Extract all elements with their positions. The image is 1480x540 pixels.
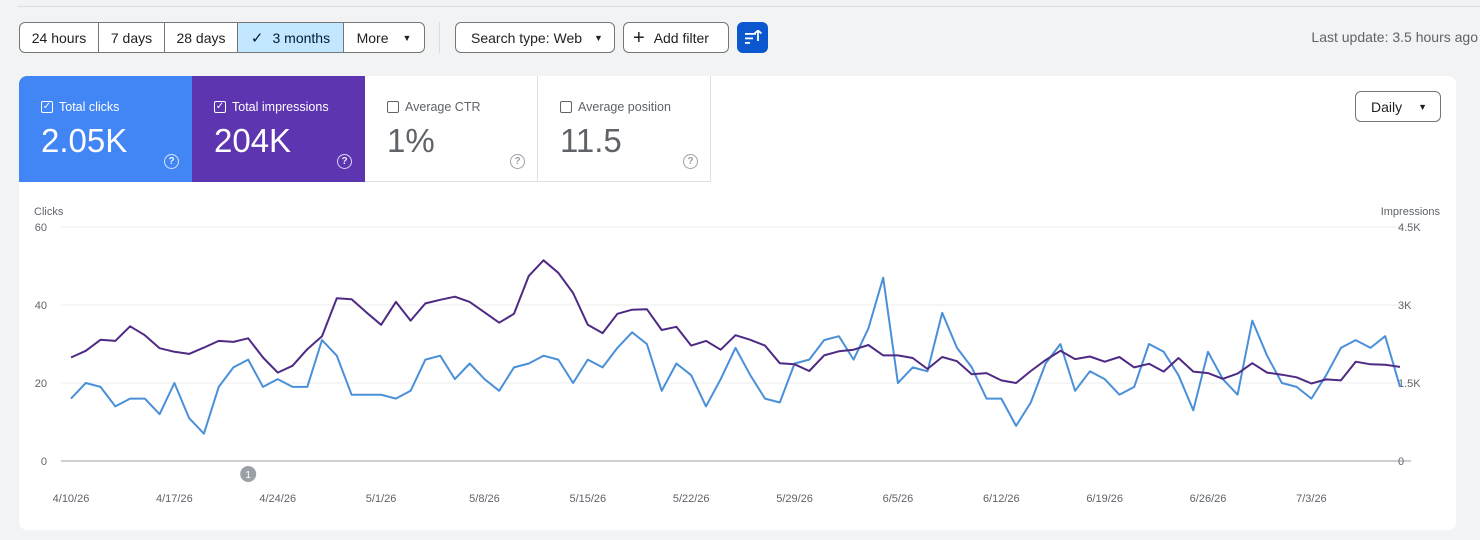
x-tick-label: 6/19/26 <box>1086 493 1123 505</box>
help-icon[interactable]: ? <box>510 154 525 169</box>
checkbox-unchecked-icon[interactable] <box>387 101 399 113</box>
right-tick-label: 4.5K <box>1398 222 1421 234</box>
range-3-months[interactable]: ✓ 3 months <box>238 23 344 52</box>
date-toolbar: 24 hours 7 days 28 days ✓ 3 months More ▼ … <box>19 22 1480 53</box>
metric-value: 11.5 <box>560 122 622 159</box>
performance-chart: 0 20 40 60 0 1.5K 3K 4.5K Clicks Impressions 4/10/… <box>34 206 1441 505</box>
metric-value: 1% <box>387 122 435 159</box>
left-axis-label: Clicks <box>34 206 64 218</box>
top-divider <box>18 6 1480 7</box>
right-tick-label: 1.5K <box>1398 378 1421 390</box>
metric-total-impressions[interactable]: ✓ Total impressions 204K ? <box>192 76 365 182</box>
add-filter-button[interactable]: + Add filter <box>623 22 729 53</box>
metric-name: Total clicks <box>59 100 120 114</box>
metric-label: Average CTR <box>387 100 481 114</box>
last-update-text: Last update: 3.5 hours ago <box>1311 29 1478 45</box>
x-tick-label: 7/3/26 <box>1296 493 1327 505</box>
impressions-line <box>70 259 1401 385</box>
annotation-marker <box>240 466 257 482</box>
filter-settings-button[interactable] <box>737 22 768 53</box>
metric-average-ctr[interactable]: Average CTR 1% ? <box>365 76 538 182</box>
annotation-label: 1 <box>245 470 251 481</box>
x-tick-label: 6/12/26 <box>983 493 1020 505</box>
metric-value: 204K <box>214 122 292 159</box>
x-tick-label: 4/17/26 <box>156 493 193 505</box>
x-tick-label: 5/29/26 <box>776 493 813 505</box>
range-label: 7 days <box>110 29 153 46</box>
range-28-days[interactable]: 28 days <box>165 23 238 52</box>
left-tick-label: 40 <box>35 300 47 312</box>
x-tick-label: 6/5/26 <box>883 493 914 505</box>
metric-total-clicks[interactable]: ✓ Total clicks 2.05K ? <box>19 76 192 182</box>
range-label: 28 days <box>176 29 226 46</box>
x-tick-label: 5/1/26 <box>366 493 397 505</box>
filter-sort-icon <box>744 29 762 44</box>
search-type-label: Search type: Web <box>471 29 583 46</box>
metric-average-position[interactable]: Average position 11.5 ? <box>538 76 711 182</box>
x-tick-label: 5/22/26 <box>673 493 710 505</box>
left-tick-label: 20 <box>35 378 47 390</box>
metric-label: ✓ Total clicks <box>41 100 119 114</box>
range-label: More <box>356 29 389 46</box>
metric-name: Average CTR <box>405 100 481 114</box>
x-tick-label: 4/24/26 <box>259 493 296 505</box>
x-tick-label: 6/26/26 <box>1190 493 1227 505</box>
x-tick-label: 4/10/26 <box>53 493 90 505</box>
checkbox-checked-icon[interactable]: ✓ <box>214 101 226 113</box>
range-7-days[interactable]: 7 days <box>99 23 165 52</box>
right-axis-label: Impressions <box>1381 206 1441 218</box>
help-icon[interactable]: ? <box>683 154 698 169</box>
help-icon[interactable]: ? <box>337 154 352 169</box>
metric-label: Average position <box>560 100 671 114</box>
performance-card: ✓ Total clicks 2.05K ? ✓ Total impressions… <box>19 76 1456 530</box>
search-type-dropdown[interactable]: Search type: Web ▼ <box>455 22 615 53</box>
right-tick-label: 0 <box>1398 456 1404 468</box>
granularity-label: Daily <box>1371 98 1403 115</box>
range-label: 3 months <box>272 29 331 46</box>
add-filter-label: Add filter <box>653 29 709 46</box>
check-icon: ✓ <box>250 29 264 47</box>
caret-down-icon: ▼ <box>402 32 412 43</box>
range-more-dropdown[interactable]: More ▼ <box>344 23 424 52</box>
caret-down-icon: ▼ <box>1418 101 1428 112</box>
help-icon[interactable]: ? <box>164 154 179 169</box>
metric-label: ✓ Total impressions <box>214 100 329 114</box>
plus-icon: + <box>633 26 645 49</box>
checkbox-unchecked-icon[interactable] <box>560 101 572 113</box>
metric-name: Average position <box>578 100 671 114</box>
right-tick-label: 3K <box>1398 300 1412 312</box>
range-label: 24 hours <box>31 29 87 46</box>
date-range-selector: 24 hours 7 days 28 days ✓ 3 months More ▼ <box>19 22 425 53</box>
left-tick-label: 60 <box>35 222 47 234</box>
clicks-line <box>70 276 1401 435</box>
toolbar-divider <box>439 22 440 53</box>
metric-name: Total impressions <box>232 100 329 114</box>
metric-value: 2.05K <box>41 122 128 159</box>
x-tick-label: 5/8/26 <box>469 493 500 505</box>
range-24-hours[interactable]: 24 hours <box>20 23 99 52</box>
x-tick-label: 5/15/26 <box>569 493 606 505</box>
left-tick-label: 0 <box>41 456 47 468</box>
granularity-dropdown[interactable]: Daily ▼ <box>1355 91 1441 122</box>
checkbox-checked-icon[interactable]: ✓ <box>41 101 53 113</box>
caret-down-icon: ▼ <box>594 32 603 43</box>
